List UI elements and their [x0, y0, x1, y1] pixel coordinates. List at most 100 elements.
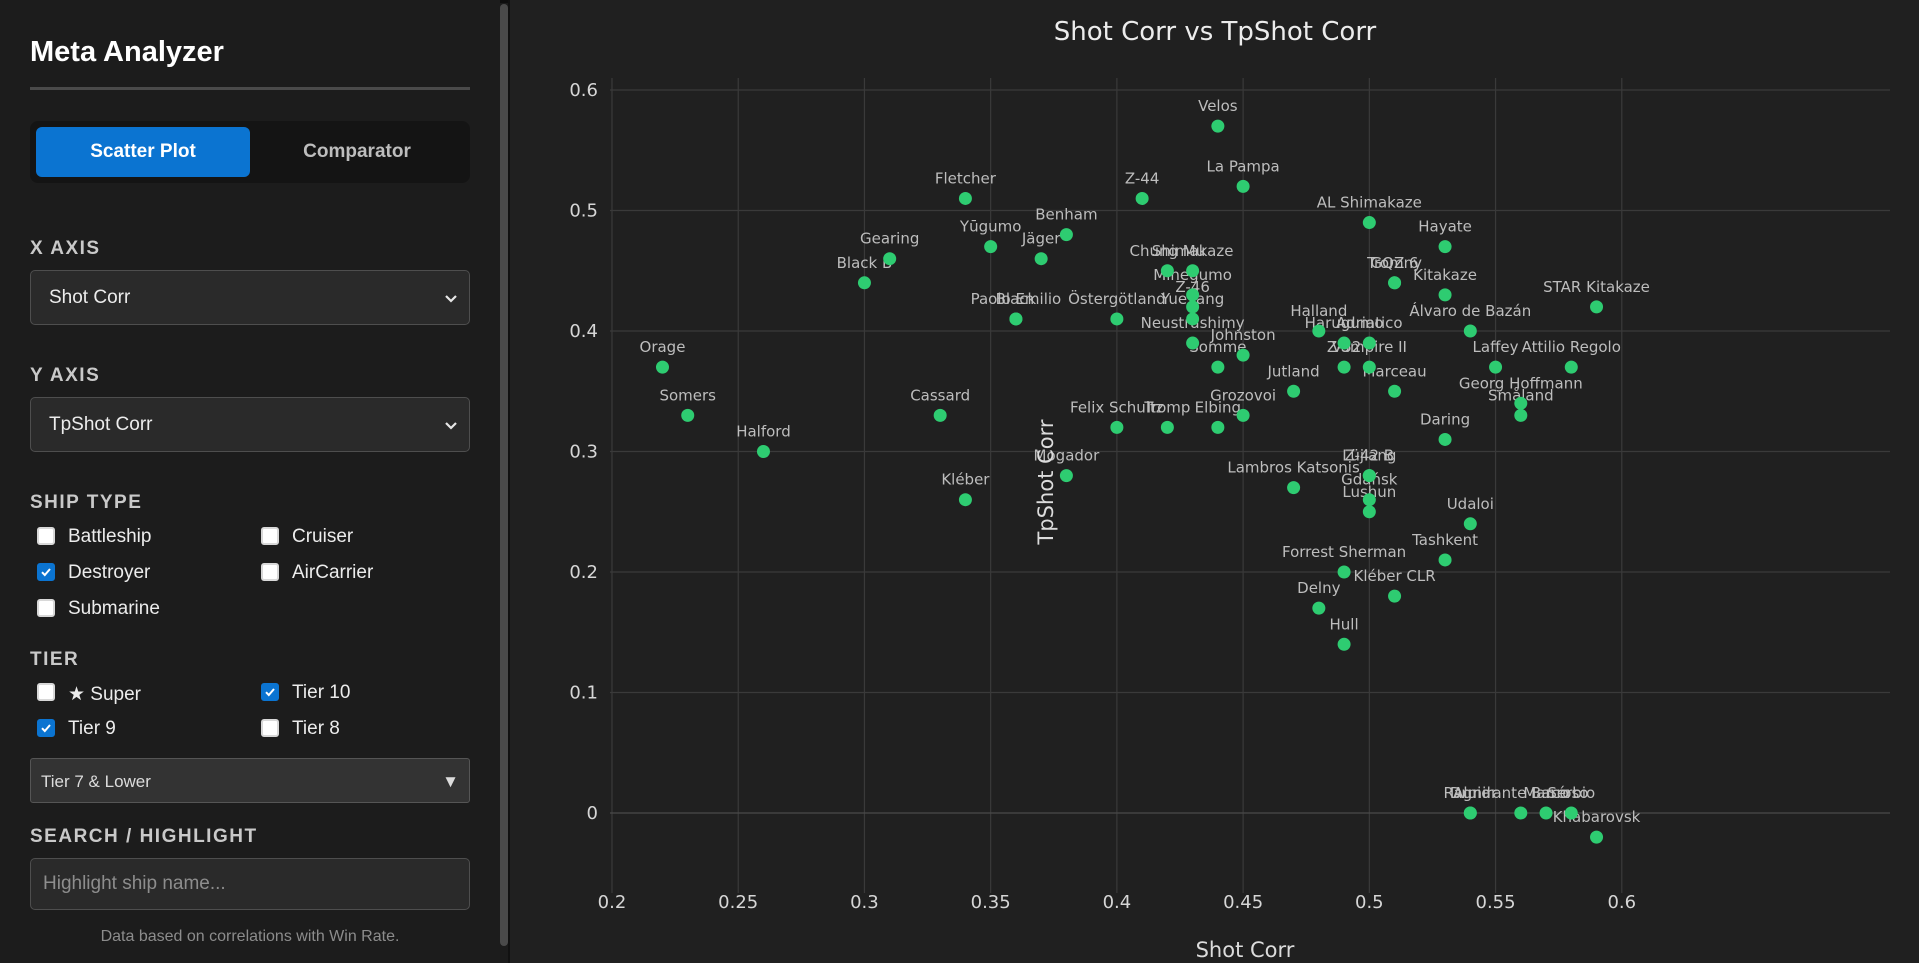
scatter-plot-tab[interactable]: Scatter Plot [36, 127, 250, 177]
data-point[interactable] [1590, 830, 1604, 844]
point-label: Daring [1420, 410, 1470, 428]
data-point[interactable] [1186, 288, 1200, 302]
data-point[interactable] [1211, 119, 1225, 133]
data-point[interactable] [1489, 360, 1503, 374]
data-point[interactable] [1362, 469, 1376, 483]
data-point[interactable] [1034, 252, 1048, 266]
y-axis-select[interactable]: TpShot Corr [30, 397, 470, 452]
data-point[interactable] [1287, 481, 1301, 495]
data-point[interactable] [883, 252, 897, 266]
sidebar-scrollbar[interactable] [500, 4, 508, 946]
data-point[interactable] [958, 493, 972, 507]
data-point[interactable] [1211, 360, 1225, 374]
data-point[interactable] [1564, 360, 1578, 374]
data-point[interactable] [1590, 300, 1604, 314]
tier-7-lower-select[interactable]: Tier 7 & Lower ▼ [30, 758, 470, 803]
data-point[interactable] [1236, 408, 1250, 422]
aircarrier-checkbox[interactable] [261, 563, 279, 581]
data-point[interactable] [1463, 324, 1477, 338]
point-label: Lambros Katsonis [1227, 459, 1360, 477]
tier-9-checkbox[interactable] [37, 719, 55, 737]
tier-10-checkbox[interactable] [261, 683, 279, 701]
data-point[interactable] [1312, 324, 1326, 338]
data-point[interactable] [933, 408, 947, 422]
destroyer-checkbox[interactable] [37, 563, 55, 581]
data-point[interactable] [1059, 228, 1073, 242]
data-point[interactable] [1337, 336, 1351, 350]
data-point[interactable] [1186, 300, 1200, 314]
data-point[interactable] [1236, 348, 1250, 362]
data-point[interactable] [1564, 806, 1578, 820]
x-tick-label: 0.6 [1607, 892, 1636, 913]
data-point[interactable] [1110, 420, 1124, 434]
data-point[interactable] [1362, 505, 1376, 519]
super-tier-checkbox[interactable] [37, 683, 55, 701]
point-label: Somme [1189, 338, 1246, 356]
point-label: Black B [837, 254, 893, 272]
data-point[interactable] [1160, 420, 1174, 434]
x-tick-label: 0.4 [1103, 892, 1132, 913]
data-point[interactable] [1287, 384, 1301, 398]
ship-type-label: SHIP TYPE [30, 492, 143, 513]
data-point[interactable] [1362, 216, 1376, 230]
data-point[interactable] [1186, 264, 1200, 278]
point-label: Lüjiang [1342, 447, 1396, 465]
comparator-tab[interactable]: Comparator [250, 127, 464, 177]
y-axis-label: Y AXIS [30, 365, 101, 386]
x-tick-label: 0.5 [1355, 892, 1384, 913]
data-point[interactable] [1236, 179, 1250, 193]
search-label: SEARCH / HIGHLIGHT [30, 826, 258, 847]
data-point[interactable] [1009, 312, 1023, 326]
x-tick-label: 0.25 [718, 892, 758, 913]
data-point[interactable] [1463, 806, 1477, 820]
point-label: Delny [1297, 579, 1340, 597]
data-point[interactable] [1186, 336, 1200, 350]
tier-10-label: Tier 10 [292, 682, 351, 703]
data-point[interactable] [1362, 360, 1376, 374]
data-point[interactable] [1312, 601, 1326, 615]
data-point[interactable] [1337, 637, 1351, 651]
data-point[interactable] [857, 276, 871, 290]
data-point[interactable] [1438, 240, 1452, 254]
data-point[interactable] [1514, 408, 1528, 422]
point-label: Mogador [1034, 447, 1101, 465]
point-label: Z-42 B [1345, 447, 1395, 465]
x-axis-select[interactable]: Shot Corr [30, 270, 470, 325]
data-point[interactable] [1337, 360, 1351, 374]
data-point[interactable] [1186, 312, 1200, 326]
submarine-checkbox[interactable] [37, 599, 55, 617]
data-point[interactable] [655, 360, 669, 374]
data-point[interactable] [1463, 517, 1477, 531]
data-point[interactable] [1135, 191, 1149, 205]
data-point[interactable] [1388, 276, 1402, 290]
tier-8-checkbox[interactable] [261, 719, 279, 737]
data-point[interactable] [1438, 288, 1452, 302]
data-point[interactable] [756, 445, 770, 458]
point-label: Felix Schultz [1070, 398, 1164, 416]
data-point[interactable] [1110, 312, 1124, 326]
data-point[interactable] [1388, 384, 1402, 398]
data-point[interactable] [1211, 420, 1225, 434]
data-point[interactable] [1362, 493, 1376, 507]
battleship-checkbox[interactable] [37, 527, 55, 545]
data-point[interactable] [958, 191, 972, 205]
data-point[interactable] [1539, 806, 1553, 820]
super-tier-label: ★ Super [68, 684, 142, 705]
data-point[interactable] [681, 408, 695, 422]
data-point[interactable] [1514, 806, 1528, 820]
submarine-label: Submarine [68, 598, 160, 619]
data-point[interactable] [1438, 432, 1452, 446]
cruiser-checkbox[interactable] [261, 527, 279, 545]
point-label: Fletcher [935, 169, 997, 187]
point-label: Orage [640, 338, 686, 356]
data-point[interactable] [1362, 336, 1376, 350]
data-point[interactable] [1160, 264, 1174, 278]
data-point[interactable] [1388, 589, 1402, 603]
search-input[interactable] [30, 858, 470, 910]
data-point[interactable] [1337, 565, 1351, 579]
panel-divider[interactable] [508, 0, 510, 963]
data-point[interactable] [1059, 469, 1073, 483]
data-point[interactable] [1514, 396, 1528, 410]
data-point[interactable] [1438, 553, 1452, 567]
data-point[interactable] [984, 240, 998, 254]
